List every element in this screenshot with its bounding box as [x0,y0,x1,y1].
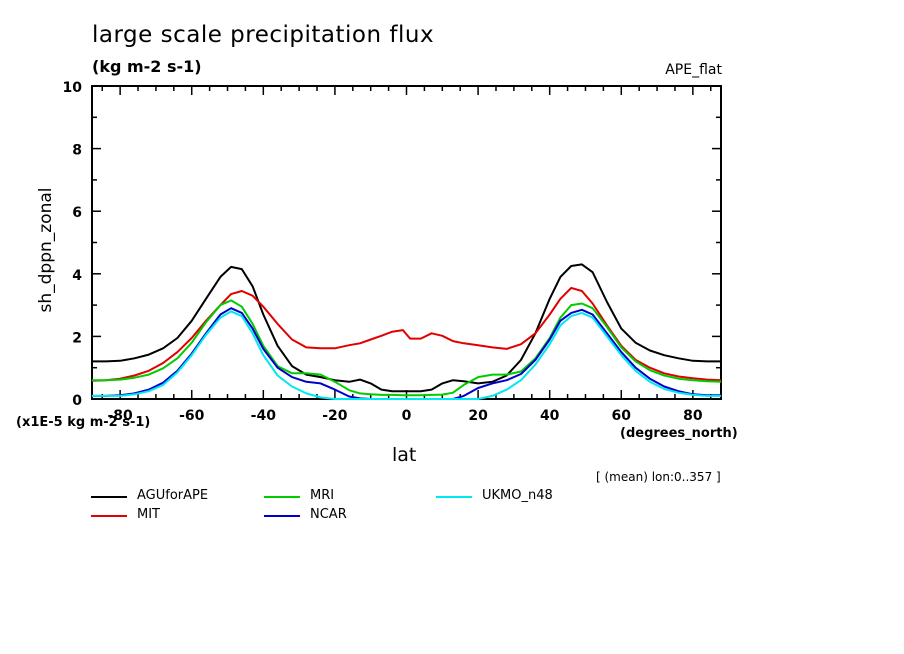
x-tick-label: 20 [468,408,488,424]
legend-swatch [264,515,300,517]
y-tick-label: 4 [72,268,82,284]
legend-label: UKMO_n48 [482,488,553,503]
x-axis-units: (degrees_north) [620,426,738,441]
legend-swatch [264,496,300,498]
x-tick-label: 0 [402,408,412,424]
series-lines [91,263,722,400]
series-line-mri [91,299,722,397]
x-tick-label: -80 [107,408,133,424]
legend-label: MIT [137,507,160,522]
axes: -80 -60 -40 -20 0 20 40 60 80 0 2 4 6 8 10 [63,80,722,424]
x-tick-label: 60 [612,408,632,424]
x-axis-label: lat [392,444,417,466]
y-scale-note: (x1E-5 kg m-2 s-1) [16,415,151,430]
legend-label: MRI [310,488,335,503]
legend-label: AGUforAPE [137,488,209,503]
y-tick-label: 0 [72,393,82,409]
chart-subtitle-units: (kg m-2 s-1) [92,57,202,76]
x-tick-label: 40 [540,408,560,424]
y-tick-label: 2 [72,330,82,346]
legend-swatch [91,496,127,498]
x-tick-label: -40 [251,408,277,424]
y-tick-label: 6 [72,205,82,221]
legend-swatch [436,496,472,498]
series-line-aguforape [91,263,722,393]
y-tick-label: 8 [72,143,82,159]
legend-swatch [91,515,127,517]
x-tick-label: 80 [683,408,703,424]
y-tick-label: 10 [63,80,83,96]
dataset-label: APE_flat [665,62,722,78]
x-tick-label: -20 [322,408,348,424]
averaging-note: [ (mean) lon:0..357 ] [596,470,721,484]
x-tick-label: -60 [179,408,205,424]
legend-label: NCAR [310,507,347,522]
series-line-ukmo_n48 [91,310,722,400]
chart-title: large scale precipitation flux [92,22,435,48]
